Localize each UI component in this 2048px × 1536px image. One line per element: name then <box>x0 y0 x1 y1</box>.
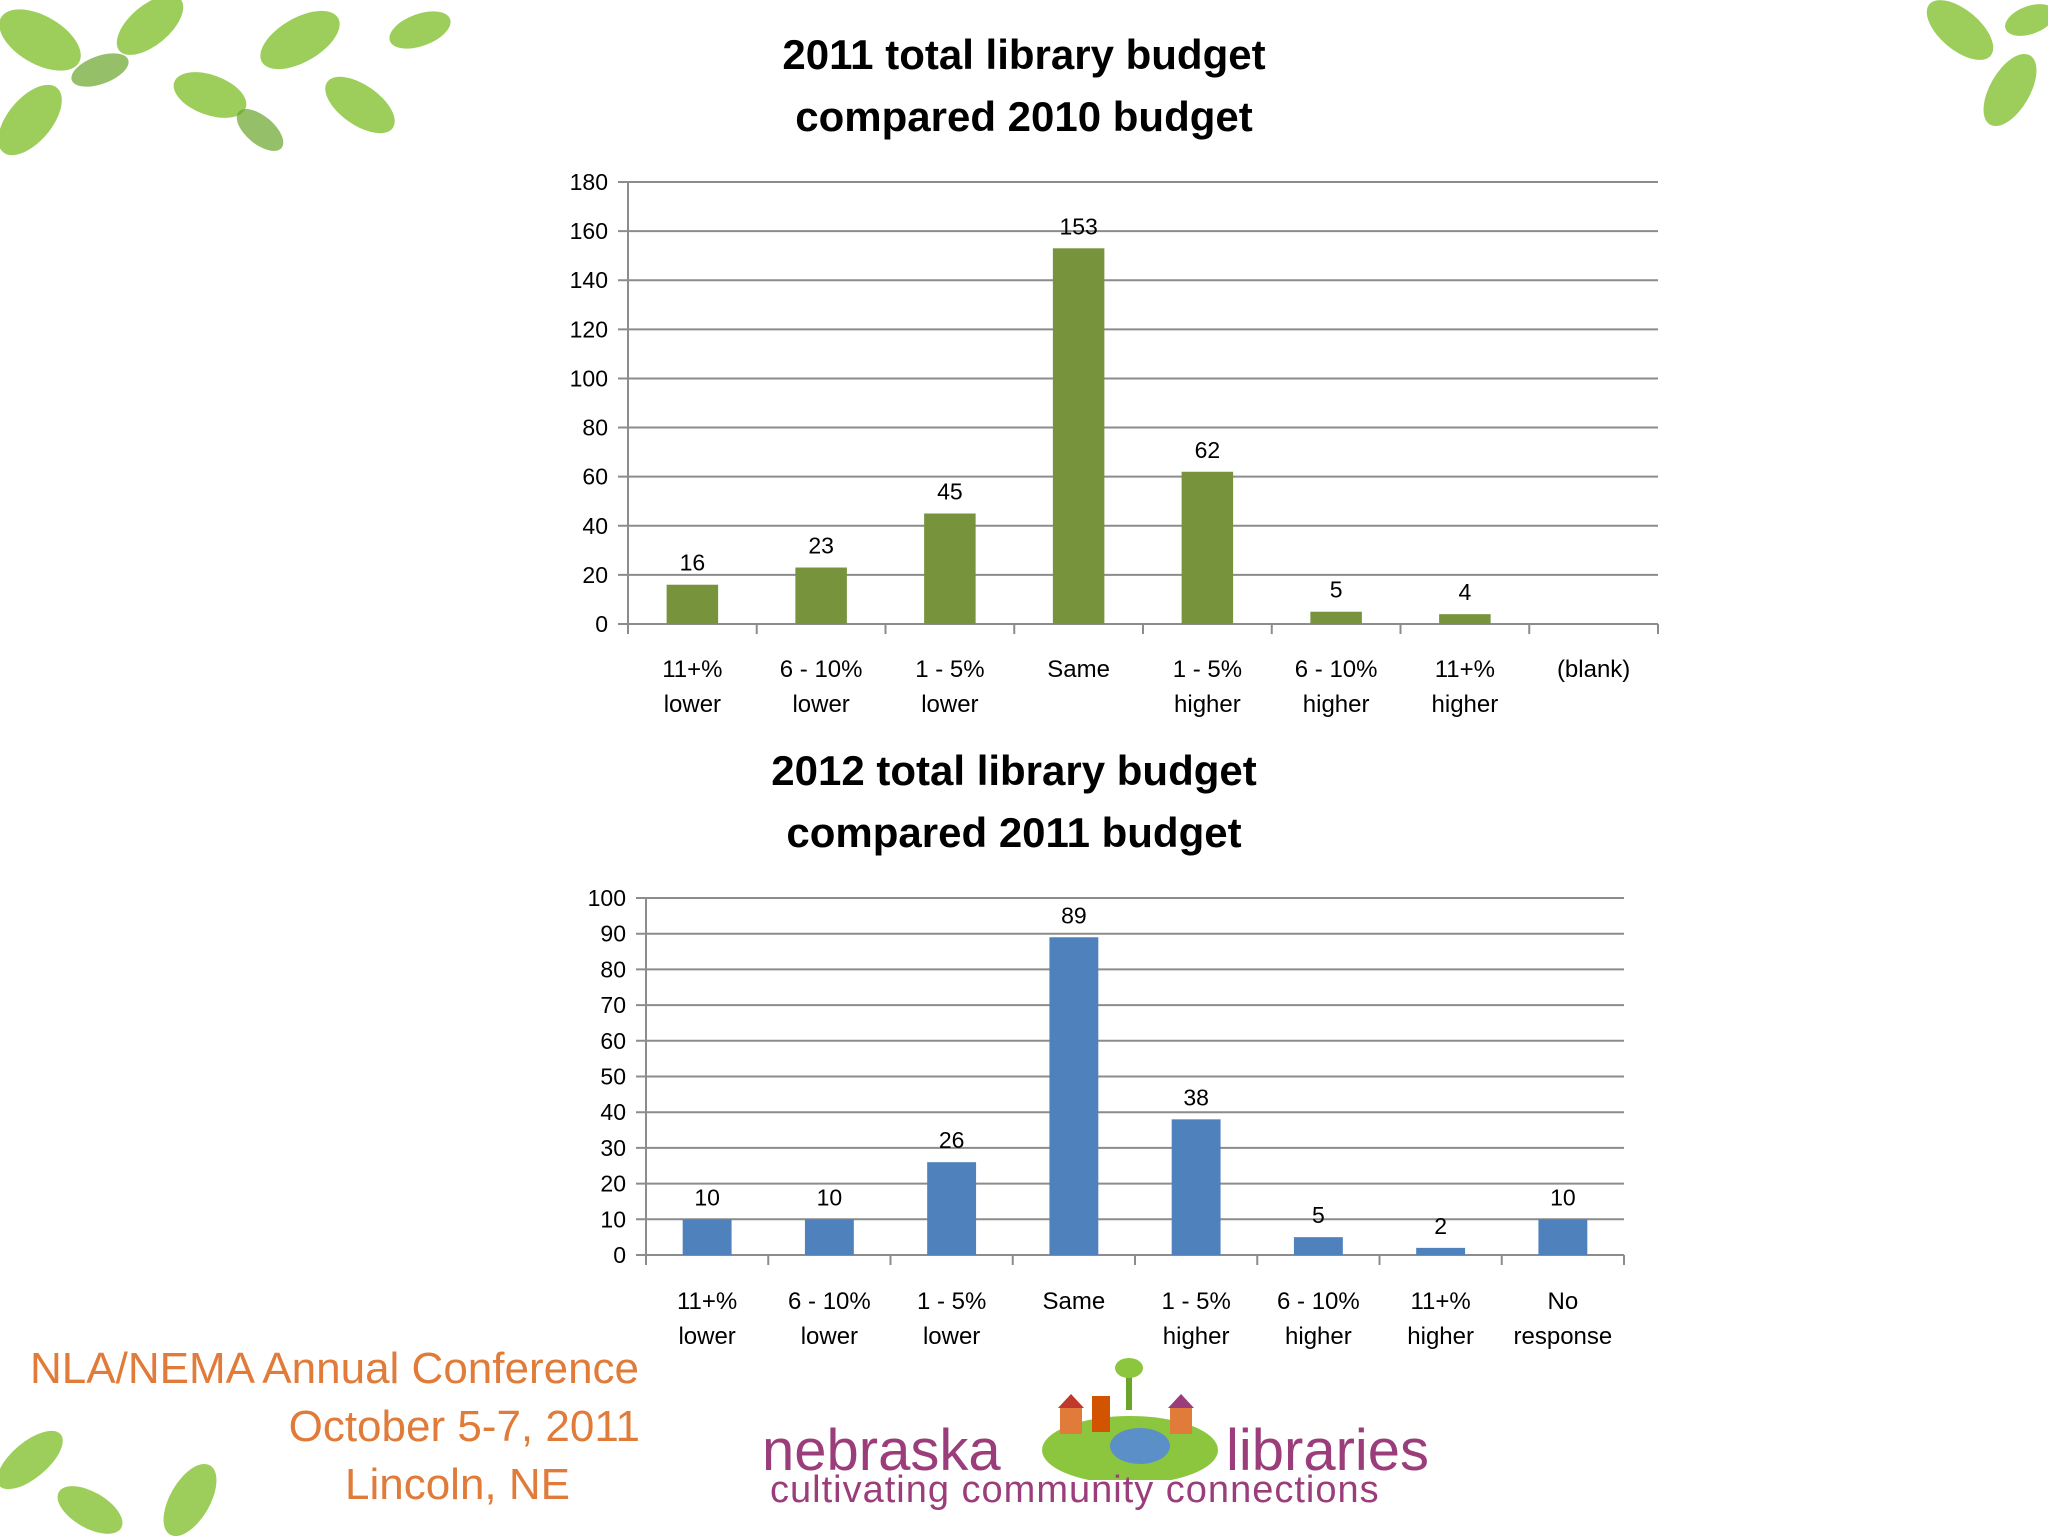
chart-2-title-line-1: 2012 total library budget <box>771 747 1257 794</box>
chart-2-category-label: 6 - 10% <box>1277 1288 1360 1315</box>
chart-2-y-tick-label: 20 <box>600 1171 626 1197</box>
chart-2-title: 2012 total library budget compared 2011 … <box>0 740 2038 864</box>
chart-2-title-line-2: compared 2011 budget <box>786 809 1242 856</box>
chart-2-category-label: 1 - 5% <box>1161 1288 1230 1315</box>
chart-1-category-label: (blank) <box>1557 656 1630 683</box>
conference-info: NLA/NEMA Annual Conference October 5-7, … <box>30 1340 670 1514</box>
chart-1-y-tick-label: 20 <box>582 562 608 588</box>
chart-1-bar <box>1439 614 1491 624</box>
chart-1-y-tick-label: 180 <box>570 169 608 195</box>
leaf-cluster-top-left-icon <box>0 0 451 156</box>
chart-1-y-tick-label: 60 <box>582 464 608 490</box>
chart-2-data-label: 10 <box>1550 1184 1576 1210</box>
chart-1-category-label: lower <box>792 691 849 718</box>
chart-2-y-tick-label: 70 <box>600 992 626 1018</box>
chart-1-category-label: Same <box>1047 656 1110 683</box>
chart-1-title-line-1: 2011 total library budget <box>782 31 1266 78</box>
chart-2-y-tick-label: 80 <box>600 956 626 982</box>
chart-2-data-label: 38 <box>1183 1084 1209 1110</box>
conference-name: NLA/NEMA Annual Conference <box>30 1344 640 1393</box>
chart-1-y-tick-label: 160 <box>570 218 608 244</box>
chart-2-category-label: lower <box>801 1323 858 1350</box>
chart-2-category-label: lower <box>923 1323 980 1350</box>
chart-1-category-label: lower <box>921 691 978 718</box>
chart-1-category-label: higher <box>1174 691 1241 718</box>
chart-1-bar <box>795 567 847 624</box>
chart-2-data-label: 10 <box>817 1184 843 1210</box>
globe-town-icon <box>1042 1358 1218 1480</box>
chart-2-bar <box>1049 937 1099 1255</box>
chart-1-y-tick-label: 40 <box>582 513 608 539</box>
chart-2-bar <box>927 1162 977 1255</box>
chart-2-category-label: 6 - 10% <box>788 1288 871 1315</box>
chart-1-data-label: 153 <box>1059 213 1097 239</box>
chart-1-y-tick-label: 0 <box>595 611 608 637</box>
chart-2-bar <box>804 1219 854 1255</box>
chart-2-bar <box>1171 1119 1221 1255</box>
chart-2-category-label: response <box>1514 1323 1613 1350</box>
chart-2-category-label: Same <box>1043 1288 1106 1315</box>
chart-2-data-label: 10 <box>694 1184 720 1210</box>
chart-2-data-label: 5 <box>1312 1202 1325 1228</box>
chart-1-data-label: 4 <box>1458 579 1471 605</box>
logo-tagline: cultivating community connections <box>770 1469 1380 1511</box>
conference-location: Lincoln, NE <box>344 1460 570 1509</box>
chart-1-category-label: 11+% <box>1435 656 1495 683</box>
chart-2-y-tick-label: 10 <box>600 1206 626 1232</box>
chart-2-plot: 0 10 20 30 40 50 60 70 80 90 100 10 11+% lower 10 6 - 1… <box>588 885 1625 1350</box>
chart-1-bar <box>1052 248 1105 625</box>
chart-2-category-label: higher <box>1407 1323 1474 1350</box>
chart-2-bar <box>1293 1237 1343 1255</box>
chart-1-bar <box>1310 611 1362 624</box>
chart-2-bar <box>1538 1219 1588 1255</box>
chart-1-category-label: 11+% <box>662 656 722 683</box>
chart-1-data-label: 62 <box>1195 437 1221 463</box>
chart-1-bar <box>1181 471 1234 624</box>
chart-2-category-label: lower <box>678 1323 735 1350</box>
chart-2-data-label: 89 <box>1061 902 1087 928</box>
chart-1-y-tick-label: 120 <box>570 316 608 342</box>
chart-1-data-label: 5 <box>1330 577 1343 603</box>
chart-2-category-label: 1 - 5% <box>917 1288 986 1315</box>
chart-2-y-tick-label: 30 <box>600 1135 626 1161</box>
chart-2-y-tick-label: 100 <box>588 885 626 911</box>
leaf-cluster-bottom-left-icon <box>0 1430 217 1536</box>
chart-2-category-label: higher <box>1163 1323 1230 1350</box>
chart-2-y-tick-label: 40 <box>600 1099 626 1125</box>
chart-1-y-tick-label: 100 <box>570 365 608 391</box>
chart-2-data-label: 26 <box>939 1127 965 1153</box>
logo-word-nebraska: nebraska <box>762 1418 1001 1483</box>
chart-2-bar <box>682 1219 732 1255</box>
chart-2-category-label: higher <box>1285 1323 1352 1350</box>
chart-1-y-tick-label: 80 <box>582 415 608 441</box>
conference-dates: October 5-7, 2011 <box>288 1402 640 1451</box>
chart-1-bar <box>666 584 719 624</box>
chart-2-y-tick-label: 90 <box>600 921 626 947</box>
chart-1-y-tick-label: 140 <box>570 267 608 293</box>
chart-1-category-label: higher <box>1303 691 1370 718</box>
leaf-cluster-top-right-icon <box>1926 0 2048 127</box>
chart-2-y-tick-label: 50 <box>600 1064 626 1090</box>
chart-1-title: 2011 total library budget compared 2010 … <box>0 24 2048 148</box>
chart-2-data-label: 2 <box>1434 1213 1447 1239</box>
chart-2-category-label: 11+% <box>1410 1288 1470 1315</box>
chart-2-bar <box>1416 1247 1466 1255</box>
chart-1-category-label: 1 - 5% <box>915 656 984 683</box>
chart-2-category-label: 11+% <box>677 1288 737 1315</box>
chart-1-data-label: 23 <box>808 533 834 559</box>
chart-1-category-label: 6 - 10% <box>780 656 863 683</box>
chart-1-plot: 0 20 40 60 80 100 120 140 160 180 16 11+% lower 23 6 -… <box>570 169 1659 718</box>
chart-1-title-line-2: compared 2010 budget <box>795 93 1253 140</box>
chart-1-category-label: lower <box>664 691 721 718</box>
chart-2-category-label: No <box>1548 1288 1579 1315</box>
chart-1-category-label: 6 - 10% <box>1295 656 1378 683</box>
chart-2-y-tick-label: 60 <box>600 1028 626 1054</box>
chart-1-bar <box>924 513 976 624</box>
chart-1-data-label: 45 <box>937 479 963 505</box>
chart-1-category-label: higher <box>1432 691 1499 718</box>
chart-2-y-tick-label: 0 <box>613 1242 626 1268</box>
logo-word-libraries: libraries <box>1226 1418 1430 1483</box>
chart-1-data-label: 16 <box>680 550 706 576</box>
chart-1-category-label: 1 - 5% <box>1173 656 1242 683</box>
